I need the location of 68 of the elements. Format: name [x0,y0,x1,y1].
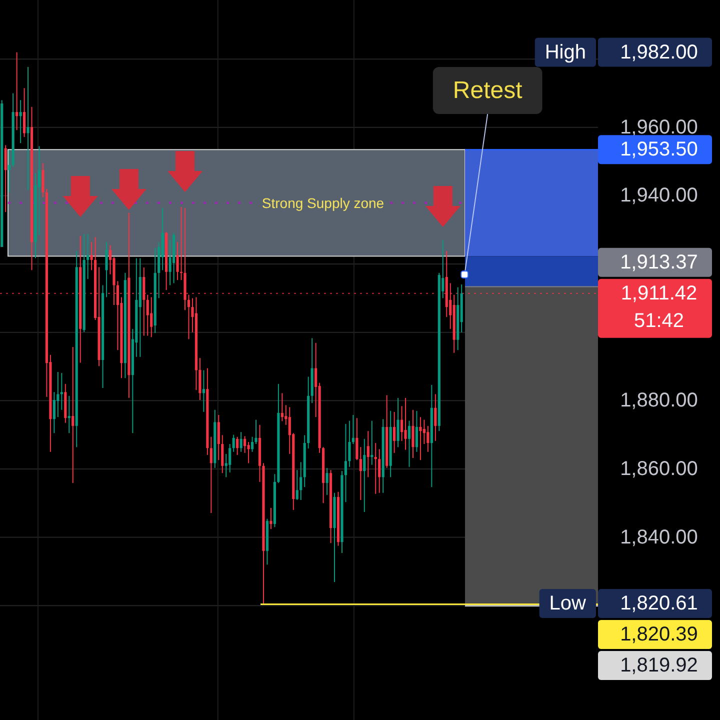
candlestick [244,436,246,454]
candlestick [26,66,30,190]
y-tick-label: 1,880.00 [620,390,698,412]
ref-line-label: 1,913.37 [620,251,698,274]
candlestick [19,100,22,144]
candlestick [228,444,232,473]
candlestick [176,242,179,281]
y-tick-label: 1,860.00 [620,458,698,480]
y-tick-label: 1,960.00 [620,116,698,138]
candlestick [393,411,396,454]
candlestick [415,410,418,452]
candlestick [296,469,298,501]
candlestick [370,420,374,466]
candlestick [52,392,56,434]
candlestick [202,370,205,412]
candlestick [419,416,422,461]
candlestick [326,467,328,496]
text: 51:42 [634,310,684,332]
candlestick [300,462,302,501]
candlestick [363,438,366,512]
band-label: Strong Supply zone [262,194,384,211]
candlestick [378,448,381,494]
candlestick [8,149,11,193]
candlestick [396,397,400,448]
ref-line-label: 1,819.92 [620,654,698,676]
candlestick [270,507,272,530]
candlestick [210,436,212,514]
candlestick [4,144,7,213]
candlestick [198,357,202,400]
candlestick [359,446,362,501]
candlestick [90,242,93,271]
candlestick [356,418,358,461]
candlestick [434,394,437,442]
candlestick [412,409,414,459]
candlestick [426,425,430,452]
candlestick [250,436,254,452]
candlestick [400,406,404,442]
candlestick [280,392,284,422]
candlestick [105,242,108,298]
candlestick [404,397,407,450]
text: 1,820.61 [620,592,698,614]
candlestick [72,346,74,484]
candlestick [374,442,377,494]
candlestick [22,88,26,138]
candlestick [422,419,426,445]
candlestick [146,294,149,336]
candlestick [56,371,60,418]
candlestick [16,52,18,131]
text: 1,982.00 [620,41,698,64]
ref-line-label: 1,820.39 [620,623,698,646]
candlestick [408,420,411,468]
ref-line-label: 1,953.50 [620,138,698,161]
candlestick [240,432,242,452]
annotation: Low [549,592,587,614]
candlestick [68,395,70,434]
candlestick [217,414,220,461]
annotation: Retest [452,77,523,104]
candlestick [150,296,153,338]
candlestick [366,430,370,478]
candlestick [60,372,63,410]
annotation: High [544,41,586,64]
candlestick [236,436,239,456]
candlestick [86,233,90,280]
candlestick [232,434,235,452]
y-tick-label: 1,940.00 [620,184,698,207]
candlestick [221,434,224,474]
ref-line-label: 1,911.42 [620,282,698,304]
y-tick-label: 1,840.00 [620,526,698,548]
